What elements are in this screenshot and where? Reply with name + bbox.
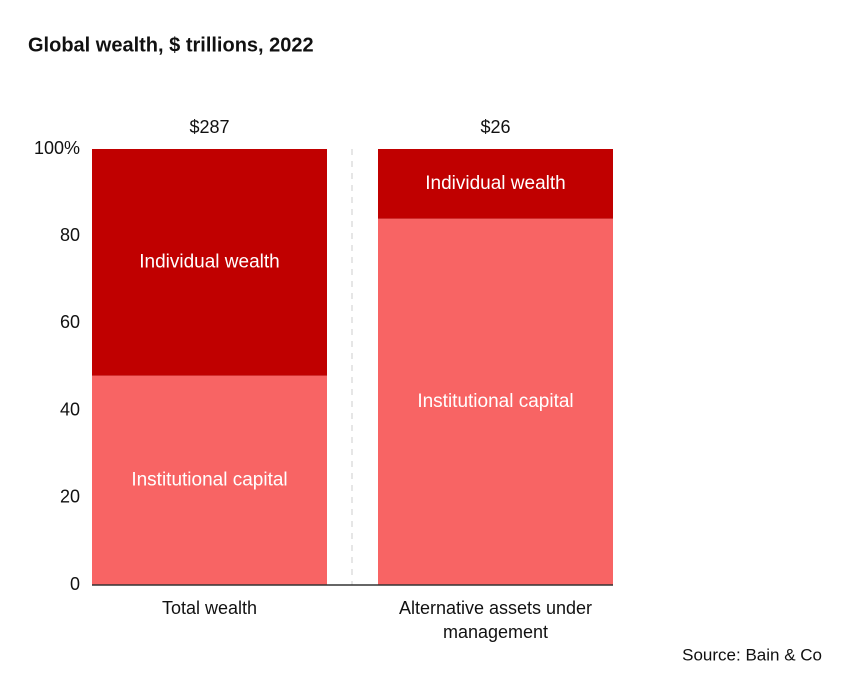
y-tick-label: 20 xyxy=(60,487,80,507)
y-tick-label: 0 xyxy=(70,574,80,594)
x-tick-label: Alternative assets under management xyxy=(398,598,593,642)
total-label: $287 xyxy=(189,117,229,137)
bar-segment xyxy=(378,218,613,585)
segment-label: Institutional capital xyxy=(417,391,573,412)
y-tick-label: 60 xyxy=(60,312,80,332)
chart-title: Global wealth, $ trillions, 2022 xyxy=(28,34,314,56)
bar-segment xyxy=(92,375,327,585)
bar-segment xyxy=(92,149,327,376)
total-label: $26 xyxy=(480,117,510,137)
bar-segment xyxy=(378,149,613,219)
segment-label: Individual wealth xyxy=(139,251,279,272)
y-tick-label: 80 xyxy=(60,225,80,245)
segment-label: Institutional capital xyxy=(131,469,287,490)
segment-label: Individual wealth xyxy=(425,173,565,194)
source: Source: Bain & Co xyxy=(682,645,822,664)
x-tick-label: Total wealth xyxy=(161,598,258,618)
y-tick-label: 100% xyxy=(34,138,80,158)
y-tick-label: 40 xyxy=(60,399,80,419)
